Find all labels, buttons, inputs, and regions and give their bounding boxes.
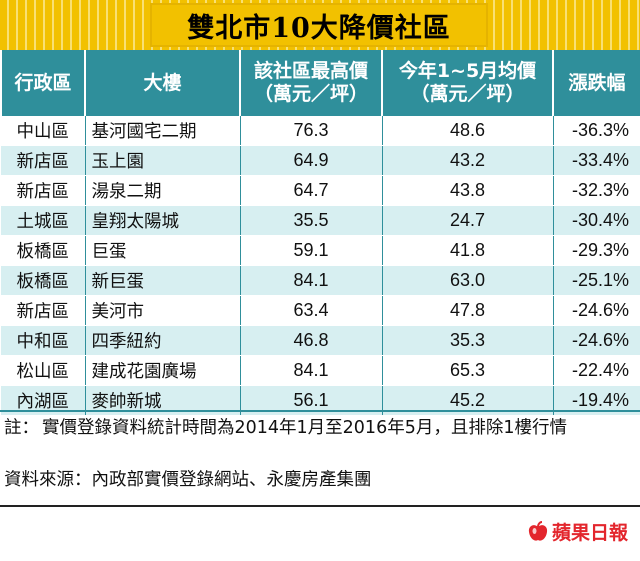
cell-district: 板橋區 [1, 235, 85, 266]
header-district: 行政區 [0, 50, 86, 116]
table-row: 板橋區 新巨蛋 84.1 63.0 -25.1% [1, 265, 640, 296]
header-max-price-line1: 該社區最高價 [253, 60, 368, 82]
logo-text: 蘋果日報 [551, 522, 628, 544]
cell-avg-price: 35.3 [381, 325, 553, 356]
cell-building: 巨蛋 [84, 235, 240, 266]
table-row: 板橋區 巨蛋 59.1 41.8 -29.3% [1, 235, 640, 266]
cell-avg-price: 43.8 [381, 175, 553, 206]
cell-max-price: 59.1 [239, 235, 382, 266]
cell-building: 新巨蛋 [84, 265, 240, 296]
cell-max-price: 84.1 [239, 265, 382, 296]
table-row: 中和區 四季紐約 46.8 35.3 -24.6% [1, 325, 640, 356]
cell-max-price: 63.4 [239, 295, 382, 326]
cell-district: 新店區 [1, 295, 85, 326]
footnote-text: 實價登錄資料統計時間為2014年1月至2016年5月，且排除1樓行情 [42, 418, 567, 438]
cell-change: -24.6% [552, 325, 640, 356]
cell-building: 建成花園廣場 [84, 355, 240, 386]
bottom-divider [0, 505, 640, 507]
cell-building: 皇翔太陽城 [84, 205, 240, 236]
cell-avg-price: 47.8 [381, 295, 553, 326]
apple-icon [528, 520, 548, 541]
cell-building: 湯泉二期 [84, 175, 240, 206]
cell-change: -36.3% [552, 116, 640, 146]
cell-avg-price: 24.7 [381, 205, 553, 236]
table-header-row: 行政區 大樓 該社區最高價 （萬元／坪） 今年1~5月均價 （萬元／坪） 漲跌幅 [0, 50, 640, 116]
cell-change: -24.6% [552, 295, 640, 326]
cell-change: -25.1% [552, 265, 640, 296]
table-row: 中山區 基河國宅二期 76.3 48.6 -36.3% [1, 116, 640, 146]
cell-change: -29.3% [552, 235, 640, 266]
cell-district: 土城區 [1, 205, 85, 236]
cell-max-price: 46.8 [239, 325, 382, 356]
cell-district: 中山區 [1, 116, 85, 146]
footnote-label: 註： [4, 418, 39, 438]
table-body: 中山區 基河國宅二期 76.3 48.6 -36.3% 新店區 玉上園 64.9 43.2 -33… [1, 116, 640, 416]
cell-building: 美河市 [84, 295, 240, 326]
cell-max-price: 64.9 [239, 145, 382, 176]
cell-building: 玉上園 [84, 145, 240, 176]
cell-avg-price: 65.3 [381, 355, 553, 386]
cell-avg-price: 63.0 [381, 265, 553, 296]
header-change: 漲跌幅 [552, 50, 640, 116]
table-row: 新店區 美河市 63.4 47.8 -24.6% [1, 295, 640, 326]
cell-avg-price: 41.8 [381, 235, 553, 266]
table-row: 松山區 建成花園廣場 84.1 65.3 -22.4% [1, 355, 640, 386]
cell-district: 新店區 [1, 175, 85, 206]
cell-change: -33.4% [552, 145, 640, 176]
cell-avg-price: 43.2 [381, 145, 553, 176]
table-row: 土城區 皇翔太陽城 35.5 24.7 -30.4% [1, 205, 640, 236]
apple-daily-logo: 蘋果日報 [527, 518, 628, 545]
cell-change: -32.3% [552, 175, 640, 206]
title-banner: 雙北市10大降價社區 [0, 0, 640, 50]
header-building: 大樓 [84, 50, 241, 116]
cell-avg-price: 48.6 [381, 116, 553, 146]
cell-max-price: 64.7 [239, 175, 382, 206]
header-max-price: 該社區最高價 （萬元／坪） [239, 50, 383, 116]
header-avg-price-unit: （萬元／坪） [410, 83, 525, 105]
cell-district: 中和區 [1, 325, 85, 356]
cell-building: 基河國宅二期 [84, 116, 240, 146]
chart-title: 雙北市10大降價社區 [150, 3, 488, 47]
cell-change: -22.4% [552, 355, 640, 386]
header-avg-price: 今年1~5月均價 （萬元／坪） [381, 50, 554, 116]
data-source: 資料來源：內政部實價登錄網站、永慶房產集團 [4, 470, 372, 490]
cell-change: -30.4% [552, 205, 640, 236]
cell-building: 四季紐約 [84, 325, 240, 356]
table-row: 新店區 湯泉二期 64.7 43.8 -32.3% [1, 175, 640, 206]
cell-max-price: 35.5 [239, 205, 382, 236]
footnote: 註： 實價登錄資料統計時間為2014年1月至2016年5月，且排除1樓行情 [4, 416, 640, 441]
table-bottom-border [0, 410, 640, 412]
header-avg-price-line1: 今年1~5月均價 [398, 60, 537, 82]
table-row: 新店區 玉上園 64.9 43.2 -33.4% [1, 145, 640, 176]
header-max-price-unit: （萬元／坪） [253, 83, 368, 105]
price-drop-table: 行政區 大樓 該社區最高價 （萬元／坪） 今年1~5月均價 （萬元／坪） 漲跌幅… [0, 50, 640, 416]
cell-district: 松山區 [1, 355, 85, 386]
cell-max-price: 76.3 [239, 116, 382, 146]
cell-district: 板橋區 [1, 265, 85, 296]
cell-district: 新店區 [1, 145, 85, 176]
cell-max-price: 84.1 [239, 355, 382, 386]
